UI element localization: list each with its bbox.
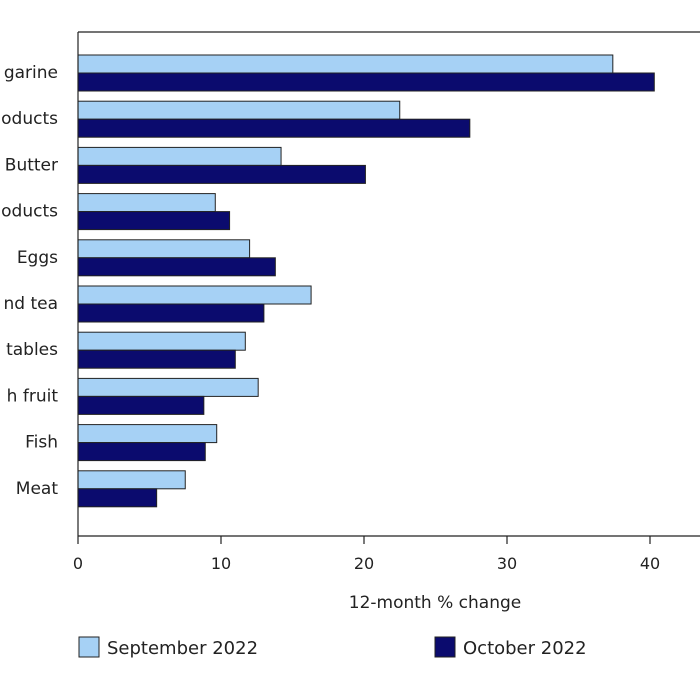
bar-october-1 [77,118,471,138]
x-axis-title: 12-month % change [349,593,521,613]
category-label: Eggs [17,248,58,268]
category-label: tables [6,340,58,360]
category-label: garine [4,63,58,83]
bar-september-3 [77,193,216,213]
legend-swatch-october [434,636,456,658]
category-label: nd tea [3,294,58,314]
bar-september-5 [77,285,312,305]
bar-september-0 [77,54,614,74]
bars-group [77,54,655,508]
x-tick-label: 10 [211,554,231,573]
bar-september-9 [77,470,186,490]
bar-october-6 [77,349,236,369]
bar-september-8 [77,424,218,444]
bar-october-7 [77,395,205,415]
x-tick-label: 40 [640,554,660,573]
legend-swatch-september [78,636,100,658]
category-label: oducts [1,109,58,129]
bar-october-5 [77,303,265,323]
bar-october-2 [77,164,366,184]
bar-september-2 [77,146,282,166]
legend-label-october: October 2022 [463,638,587,659]
legend: September 2022 October 2022 [78,636,587,659]
bar-september-4 [77,239,251,259]
category-label: Butter [5,155,58,175]
bar-october-3 [77,211,231,231]
category-label: Meat [16,479,59,499]
x-tick-label: 0 [73,554,83,573]
bar-october-9 [77,488,158,508]
x-tick-label: 30 [497,554,517,573]
category-label: Fish [25,433,58,453]
category-label: h fruit [7,386,59,406]
bar-october-8 [77,442,206,462]
bar-october-0 [77,72,655,92]
bar-october-4 [77,257,276,277]
x-tick-label: 20 [354,554,374,573]
bar-september-7 [77,377,259,397]
category-labels-group: garine oducts Butter oducts Eggs nd tea tables… [1,63,58,499]
category-label: oducts [1,202,58,222]
x-ticks-group: 0 10 20 30 40 [73,536,660,573]
bar-september-6 [77,331,246,351]
legend-label-september: September 2022 [107,638,258,659]
bar-september-1 [77,100,401,120]
